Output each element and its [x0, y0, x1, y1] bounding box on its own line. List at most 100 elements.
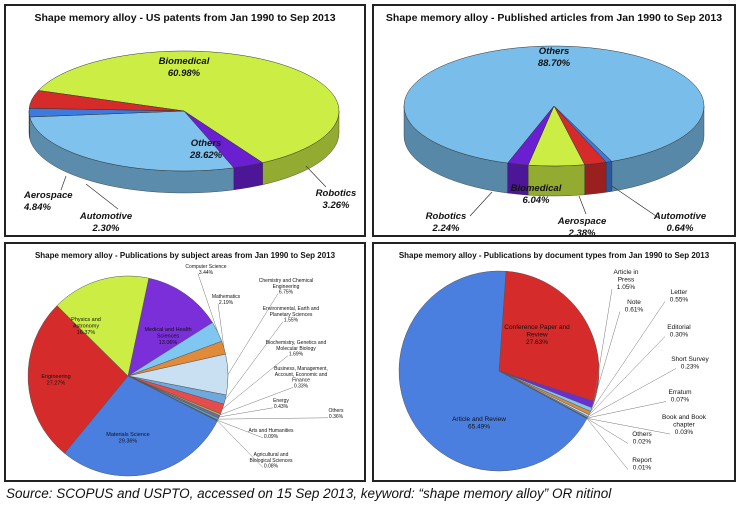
leader-line: [224, 321, 284, 400]
slice-label-others: Others: [191, 138, 222, 149]
leader-line: [578, 195, 587, 215]
leader-line: [611, 185, 657, 217]
chart-title: Shape memory alloy - Publications by sub…: [34, 251, 336, 260]
pie-slice-others: [403, 45, 705, 164]
slice-value-erratum: 0.07%: [671, 397, 690, 404]
slice-value-business-management-account-economic-and-finance: 0.33%: [294, 383, 309, 389]
slice-label-robotics: Robotics: [316, 188, 357, 199]
slice-label-editorial: Editorial: [667, 324, 691, 331]
pie-slice-article-and-review: [398, 270, 588, 472]
slice-value-article-in-press: 1.05%: [617, 284, 636, 291]
leader-line: [222, 355, 289, 410]
slice-label-automotive: Automotive: [653, 211, 707, 222]
slice-value-conference-paper-and-review: 27.63%: [526, 339, 548, 346]
pie-slice-robotics: [507, 105, 555, 166]
slice-label-report: Report: [632, 457, 652, 464]
leader-line: [588, 336, 666, 416]
slice-value-short-survey: 0.23%: [681, 364, 700, 371]
slice-label-robotics: Robotics: [426, 211, 467, 222]
slice-value-robotics: 2.24%: [432, 223, 460, 234]
leader-line: [586, 418, 629, 470]
leader-line: [220, 387, 294, 416]
slice-value-chemistry-and-chemical-engineering: 6.75%: [279, 290, 294, 296]
pie-side-automotive: [606, 161, 613, 193]
leader-line: [217, 420, 264, 439]
pie-slice-medical-and-health-sciences: [127, 277, 213, 377]
slice-label-erratum: Erratum: [668, 389, 691, 396]
leader-line: [197, 273, 218, 332]
pie-side-aerospace: [584, 162, 607, 195]
slice-label-chemistry-and-chemical-engineering: Chemistry and Chemical Engineering: [259, 278, 313, 290]
slice-value-biomedical: 60.98%: [168, 68, 201, 79]
leader-line: [587, 418, 671, 435]
slice-value-environmental-earth-and-planetary-sciences: 1.55%: [284, 318, 299, 324]
pie-slice-others: [29, 110, 235, 172]
slice-value-engineering: 27.27%: [47, 381, 66, 387]
slice-label-biochemistry-genetics-and-molecular-biology: Biochemistry, Genetics and Molecular Biol…: [266, 340, 327, 352]
slice-value-letter: 0.55%: [670, 297, 689, 304]
leader-line: [587, 368, 677, 418]
leader-line: [217, 303, 225, 348]
slice-value-article-and-review: 65.49%: [468, 424, 490, 431]
slice-label-article-in-press: Article in Press: [614, 269, 639, 283]
subject-areas-chart-panel: Shape memory alloy - Publications by sub…: [4, 242, 366, 482]
source-note: Source: SCOPUS and USPTO, accessed on 15…: [6, 486, 612, 501]
slice-value-biochemistry-genetics-and-molecular-biology: 1.69%: [289, 352, 304, 358]
slice-value-others: 0.02%: [633, 439, 652, 446]
articles-chart-panel: Shape memory alloy - Published articles …: [372, 4, 736, 237]
slice-value-book-and-book-chapter: 0.03%: [675, 429, 694, 436]
slice-value-note: 0.61%: [625, 307, 644, 314]
pie-slice-conference-paper-and-review: [498, 270, 600, 402]
slice-value-others: 28.62%: [189, 150, 223, 161]
slice-label-engineering: Engineering: [41, 374, 70, 380]
leader-line: [305, 165, 327, 188]
slice-label-short-survey: Short Survey: [671, 356, 709, 363]
slice-value-materials-science: 29.36%: [119, 439, 138, 445]
leader-line: [219, 407, 274, 418]
leader-line: [587, 401, 667, 419]
slice-value-others: 88.70%: [538, 58, 571, 69]
slice-value-biomedical: 6.04%: [523, 195, 550, 206]
pie-slice-physics-and-astronomy: [56, 275, 150, 377]
chart-title: Shape memory alloy - US patents from Jan…: [34, 12, 336, 24]
slice-label-biomedical: Biomedical: [159, 56, 210, 67]
slice-label-note: Note: [627, 299, 641, 306]
slice-label-medical-and-health-sciences: Medical and Health Sciences: [144, 327, 191, 339]
slice-value-editorial: 0.30%: [670, 332, 689, 339]
leader-line: [592, 288, 613, 405]
slice-value-aerospace: 4.84%: [23, 202, 51, 213]
slice-label-agricultural-and-biological-sciences: Agricultural and Biological Sciences: [249, 452, 293, 464]
slice-value-aerospace: 2.38%: [568, 228, 596, 235]
slice-label-others: Others: [539, 46, 570, 57]
slice-value-automotive: 2.30%: [92, 223, 120, 234]
slice-label-others: Others: [632, 431, 652, 438]
slice-value-report: 0.01%: [633, 465, 652, 472]
slice-label-article-and-review: Article and Review: [452, 416, 506, 423]
leader-line: [591, 311, 621, 410]
chart-title: Shape memory alloy - Published articles …: [385, 12, 723, 24]
slice-label-aerospace: Aerospace: [557, 216, 607, 227]
slice-value-medical-and-health-sciences: 13.06%: [159, 340, 178, 346]
leader-line: [217, 420, 264, 468]
leader-line: [469, 191, 493, 217]
slice-label-energy: Energy: [273, 398, 289, 404]
slice-label-letter: Letter: [671, 289, 688, 296]
slice-label-automotive: Automotive: [79, 211, 133, 222]
leader-line: [218, 417, 329, 420]
leader-line: [60, 175, 67, 191]
pie-slice-materials-science: [64, 375, 218, 477]
pie-slice-biomedical: [37, 50, 340, 163]
slice-value-energy: 0.43%: [274, 404, 289, 410]
slice-label-materials-science: Materials Science: [106, 432, 149, 438]
chart-title: Shape memory alloy - Publications by doc…: [398, 251, 710, 260]
slice-label-computer-science: Computer Science: [185, 264, 226, 270]
slice-value-agricultural-and-biological-sciences: 0.08%: [264, 464, 279, 470]
slice-value-arts-and-humanities: 0.09%: [264, 434, 279, 440]
slice-label-business-management-account-economic-and-finance: Business, Management, Account, Economic a…: [274, 366, 328, 384]
slice-label-conference-paper-and-review: Conference Paper and Review: [504, 324, 570, 338]
leader-line: [586, 418, 629, 444]
slice-label-physics-and-astronomy: Physics and Astronomy: [71, 317, 101, 329]
